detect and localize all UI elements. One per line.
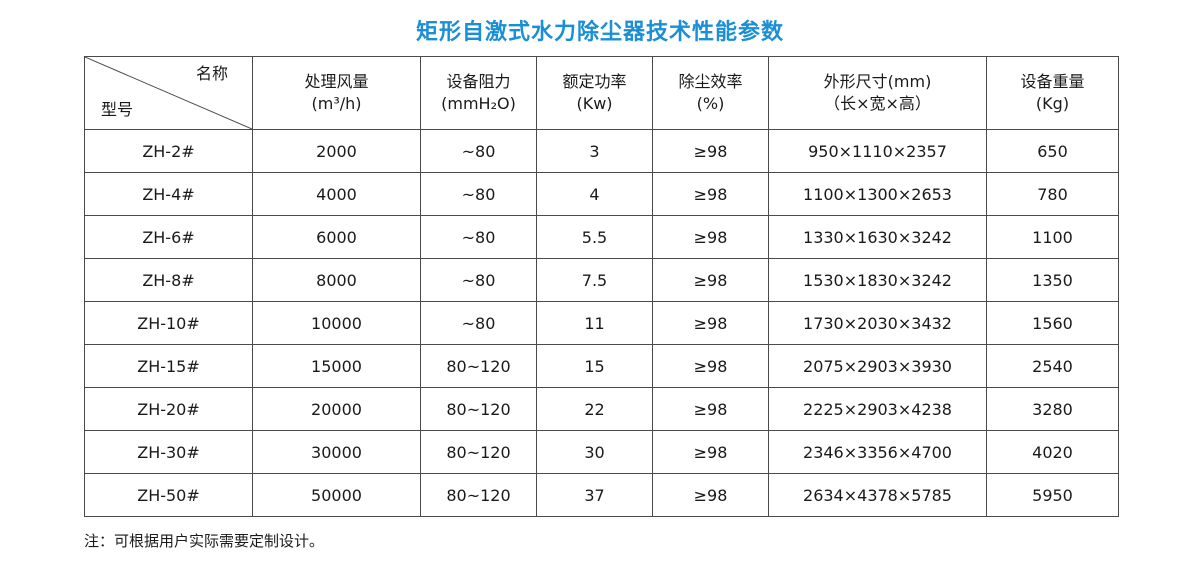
col-header-airflow-unit: (m³/h) bbox=[311, 94, 362, 113]
col-header-power: 额定功率 (Kw) bbox=[536, 56, 653, 130]
cell-model: ZH-4# bbox=[84, 172, 253, 216]
diagonal-divider bbox=[85, 57, 252, 129]
footnote: 注：可根据用户实际需要定制设计。 bbox=[84, 532, 325, 550]
cell-model: ZH-6# bbox=[84, 215, 253, 259]
corner-label-name: 名称 bbox=[195, 64, 228, 83]
corner-label-model: 型号 bbox=[101, 100, 134, 119]
cell-weight: 1560 bbox=[986, 301, 1119, 345]
cell-weight: 1350 bbox=[986, 258, 1119, 302]
cell-weight: 650 bbox=[986, 129, 1119, 173]
cell-efficiency: ≥98 bbox=[652, 387, 769, 431]
cell-airflow: 30000 bbox=[252, 430, 421, 474]
cell-efficiency: ≥98 bbox=[652, 215, 769, 259]
cell-resistance: ~80 bbox=[420, 172, 537, 216]
cell-dimensions: 1730×2030×3432 bbox=[768, 301, 987, 345]
cell-dimensions: 2075×2903×3930 bbox=[768, 344, 987, 388]
cell-dimensions: 1530×1830×3242 bbox=[768, 258, 987, 302]
col-header-power-unit: (Kw) bbox=[576, 94, 613, 113]
table-row: ZH-30# 30000 80~120 30 ≥98 2346×3356×470… bbox=[84, 430, 1119, 474]
cell-power: 11 bbox=[536, 301, 653, 345]
table-row: ZH-10# 10000 ~80 11 ≥98 1730×2030×3432 1… bbox=[84, 301, 1119, 345]
cell-dimensions: 2634×4378×5785 bbox=[768, 473, 987, 517]
cell-model: ZH-2# bbox=[84, 129, 253, 173]
table-row: ZH-2# 2000 ~80 3 ≥98 950×1110×2357 650 bbox=[84, 129, 1119, 173]
cell-resistance: ~80 bbox=[420, 215, 537, 259]
table-row: ZH-4# 4000 ~80 4 ≥98 1100×1300×2653 780 bbox=[84, 172, 1119, 216]
cell-airflow: 50000 bbox=[252, 473, 421, 517]
spec-table: 名称 型号 处理风量 (m³/h) 设备阻力 (mmH₂O) 额定功率 (Kw)… bbox=[84, 56, 1119, 517]
col-header-weight: 设备重量 (Kg) bbox=[986, 56, 1119, 130]
col-header-airflow: 处理风量 (m³/h) bbox=[252, 56, 421, 130]
cell-airflow: 15000 bbox=[252, 344, 421, 388]
cell-airflow: 20000 bbox=[252, 387, 421, 431]
cell-weight: 780 bbox=[986, 172, 1119, 216]
cell-model: ZH-8# bbox=[84, 258, 253, 302]
cell-efficiency: ≥98 bbox=[652, 172, 769, 216]
cell-power: 22 bbox=[536, 387, 653, 431]
cell-airflow: 2000 bbox=[252, 129, 421, 173]
cell-weight: 5950 bbox=[986, 473, 1119, 517]
cell-resistance: ~80 bbox=[420, 301, 537, 345]
col-header-weight-title: 设备重量 bbox=[1020, 72, 1085, 91]
col-header-efficiency: 除尘效率 (%) bbox=[652, 56, 769, 130]
cell-model: ZH-20# bbox=[84, 387, 253, 431]
cell-dimensions: 1330×1630×3242 bbox=[768, 215, 987, 259]
cell-model: ZH-15# bbox=[84, 344, 253, 388]
cell-power: 3 bbox=[536, 129, 653, 173]
cell-efficiency: ≥98 bbox=[652, 344, 769, 388]
cell-model: ZH-50# bbox=[84, 473, 253, 517]
table-row: ZH-20# 20000 80~120 22 ≥98 2225×2903×423… bbox=[84, 387, 1119, 431]
cell-power: 7.5 bbox=[536, 258, 653, 302]
table-row: ZH-6# 6000 ~80 5.5 ≥98 1330×1630×3242 11… bbox=[84, 215, 1119, 259]
cell-weight: 3280 bbox=[986, 387, 1119, 431]
cell-efficiency: ≥98 bbox=[652, 258, 769, 302]
cell-dimensions: 2225×2903×4238 bbox=[768, 387, 987, 431]
cell-resistance: 80~120 bbox=[420, 473, 537, 517]
col-header-efficiency-title: 除尘效率 bbox=[678, 72, 743, 91]
cell-efficiency: ≥98 bbox=[652, 301, 769, 345]
cell-resistance: 80~120 bbox=[420, 430, 537, 474]
cell-weight: 4020 bbox=[986, 430, 1119, 474]
cell-airflow: 6000 bbox=[252, 215, 421, 259]
corner-header-cell: 名称 型号 bbox=[84, 56, 253, 130]
cell-resistance: ~80 bbox=[420, 258, 537, 302]
cell-efficiency: ≥98 bbox=[652, 473, 769, 517]
cell-dimensions: 950×1110×2357 bbox=[768, 129, 987, 173]
cell-dimensions: 1100×1300×2653 bbox=[768, 172, 987, 216]
col-header-efficiency-unit: (%) bbox=[696, 94, 725, 113]
cell-model: ZH-10# bbox=[84, 301, 253, 345]
cell-dimensions: 2346×3356×4700 bbox=[768, 430, 987, 474]
cell-power: 5.5 bbox=[536, 215, 653, 259]
table-header-row: 名称 型号 处理风量 (m³/h) 设备阻力 (mmH₂O) 额定功率 (Kw)… bbox=[84, 56, 1119, 130]
col-header-resistance-unit: (mmH₂O) bbox=[441, 94, 516, 113]
cell-efficiency: ≥98 bbox=[652, 129, 769, 173]
cell-resistance: 80~120 bbox=[420, 387, 537, 431]
col-header-airflow-title: 处理风量 bbox=[304, 72, 369, 91]
col-header-resistance: 设备阻力 (mmH₂O) bbox=[420, 56, 537, 130]
col-header-dimensions-title: 外形尺寸(mm) bbox=[823, 72, 932, 91]
cell-weight: 2540 bbox=[986, 344, 1119, 388]
cell-weight: 1100 bbox=[986, 215, 1119, 259]
cell-model: ZH-30# bbox=[84, 430, 253, 474]
cell-power: 37 bbox=[536, 473, 653, 517]
col-header-dimensions-unit: （长×宽×高） bbox=[824, 94, 931, 113]
cell-power: 15 bbox=[536, 344, 653, 388]
cell-power: 4 bbox=[536, 172, 653, 216]
page-title: 矩形自激式水力除尘器技术性能参数 bbox=[415, 20, 784, 45]
col-header-power-title: 额定功率 bbox=[562, 72, 627, 91]
table-row: ZH-15# 15000 80~120 15 ≥98 2075×2903×393… bbox=[84, 344, 1119, 388]
cell-efficiency: ≥98 bbox=[652, 430, 769, 474]
cell-power: 30 bbox=[536, 430, 653, 474]
col-header-dimensions: 外形尺寸(mm) （长×宽×高） bbox=[768, 56, 987, 130]
col-header-weight-unit: (Kg) bbox=[1035, 94, 1070, 113]
cell-airflow: 4000 bbox=[252, 172, 421, 216]
col-header-resistance-title: 设备阻力 bbox=[446, 72, 511, 91]
cell-resistance: 80~120 bbox=[420, 344, 537, 388]
table-row: ZH-8# 8000 ~80 7.5 ≥98 1530×1830×3242 13… bbox=[84, 258, 1119, 302]
cell-airflow: 8000 bbox=[252, 258, 421, 302]
cell-resistance: ~80 bbox=[420, 129, 537, 173]
cell-airflow: 10000 bbox=[252, 301, 421, 345]
table-row: ZH-50# 50000 80~120 37 ≥98 2634×4378×578… bbox=[84, 473, 1119, 517]
